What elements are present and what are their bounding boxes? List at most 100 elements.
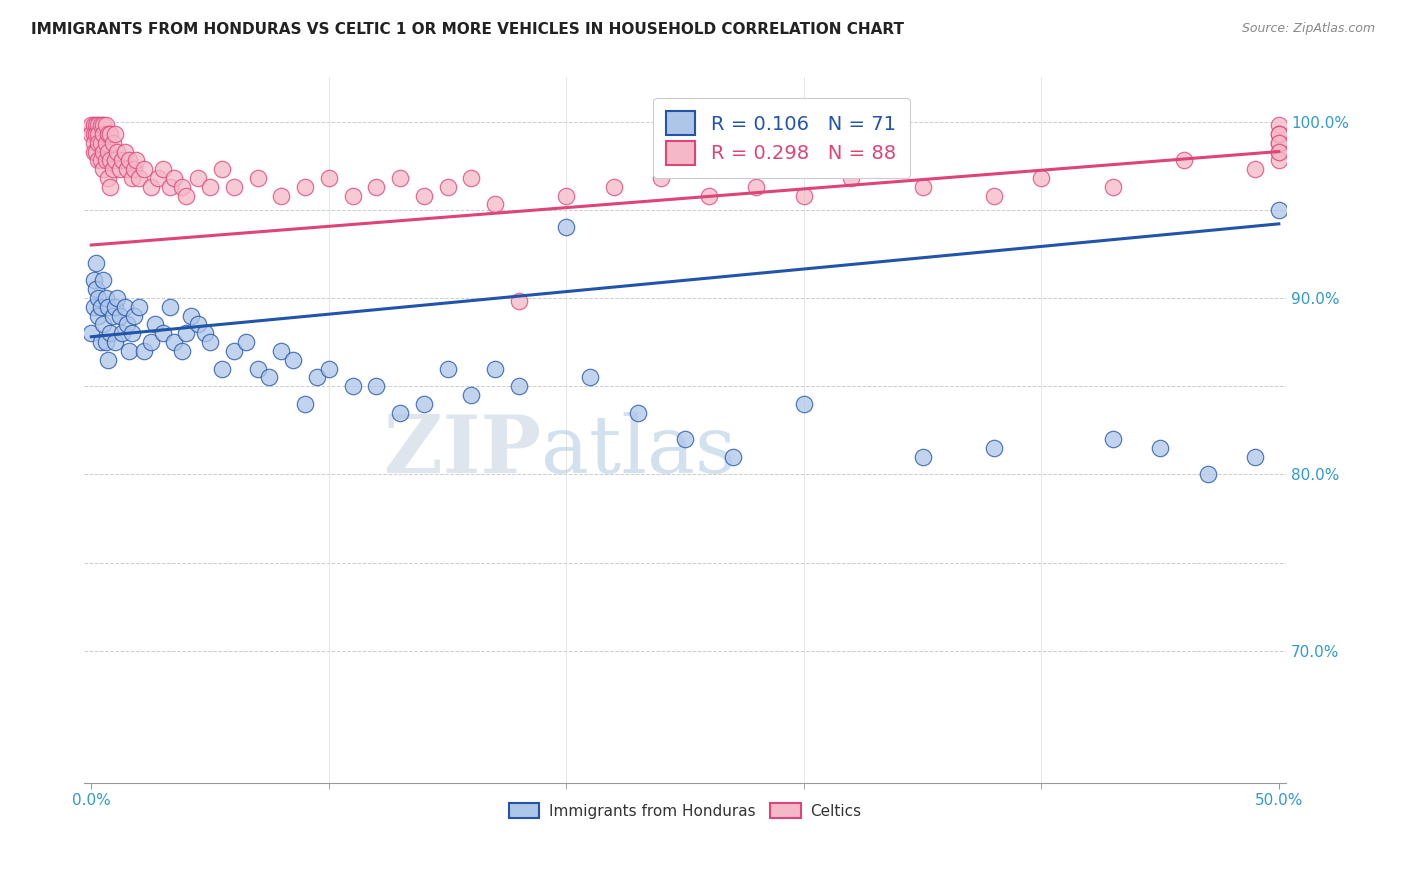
Point (1101, 432, 1123, 446)
Point (98, 326, 121, 341)
Point (721, 450, 744, 464)
Point (98, 127, 121, 141)
Point (145, 318, 167, 332)
Point (107, 291, 129, 305)
Point (87, 291, 110, 305)
Point (104, 334, 127, 349)
Point (87, 136, 110, 150)
Point (318, 361, 340, 376)
Point (139, 334, 162, 349)
Point (1268, 202, 1291, 217)
Point (174, 188, 197, 202)
Point (1244, 162, 1267, 177)
Point (97, 171, 120, 186)
Point (436, 179, 458, 194)
Point (270, 343, 292, 358)
Point (91, 118, 114, 132)
Point (555, 220, 578, 235)
Point (1173, 153, 1195, 168)
Point (94, 136, 117, 150)
Point (246, 361, 269, 376)
Point (101, 136, 124, 150)
Point (80, 118, 103, 132)
Point (91, 145, 114, 159)
Point (1268, 153, 1291, 168)
Point (118, 153, 141, 168)
Point (122, 162, 145, 177)
Point (484, 361, 506, 376)
Point (1268, 127, 1291, 141)
Point (101, 309, 124, 323)
Point (1031, 171, 1053, 186)
Point (187, 318, 209, 332)
Point (90, 118, 112, 132)
Point (793, 397, 815, 411)
Point (87, 118, 110, 132)
Point (170, 343, 193, 358)
Point (745, 179, 768, 194)
Point (104, 300, 127, 314)
Point (1149, 441, 1171, 455)
Point (104, 153, 127, 168)
Point (97, 145, 120, 159)
Point (911, 179, 934, 194)
Point (198, 179, 221, 194)
Point (87, 153, 110, 168)
Point (839, 171, 862, 186)
Point (673, 432, 696, 446)
Point (94, 153, 117, 168)
Point (342, 379, 364, 393)
Point (222, 179, 245, 194)
Point (283, 352, 305, 367)
Point (128, 300, 150, 314)
Point (152, 162, 174, 177)
Point (579, 370, 602, 384)
Point (412, 397, 434, 411)
Point (90, 334, 112, 349)
Point (911, 450, 934, 464)
Point (194, 326, 217, 341)
Point (650, 171, 672, 186)
Point (318, 171, 340, 186)
Point (128, 171, 150, 186)
Point (294, 397, 316, 411)
Point (389, 406, 412, 420)
Point (94, 118, 117, 132)
Point (174, 326, 197, 341)
Point (412, 188, 434, 202)
Point (125, 153, 148, 168)
Point (90, 300, 112, 314)
Point (235, 334, 257, 349)
Point (84, 282, 107, 296)
Point (983, 441, 1005, 455)
Text: Source: ZipAtlas.com: Source: ZipAtlas.com (1241, 22, 1375, 36)
Point (111, 326, 134, 341)
Point (80, 127, 103, 141)
Point (97, 300, 120, 314)
Point (211, 361, 233, 376)
Point (97, 352, 120, 367)
Point (84, 255, 107, 269)
Point (121, 171, 143, 186)
Point (132, 162, 155, 177)
Point (111, 153, 134, 168)
Point (83, 118, 105, 132)
Point (97, 127, 120, 141)
Point (460, 388, 482, 402)
Point (91, 318, 114, 332)
Point (90, 153, 112, 168)
Legend: Immigrants from Honduras, Celtics: Immigrants from Honduras, Celtics (503, 797, 868, 825)
Point (91, 162, 114, 177)
Point (1101, 179, 1123, 194)
Point (122, 309, 145, 323)
Point (163, 334, 186, 349)
Point (508, 379, 530, 393)
Point (198, 334, 221, 349)
Point (436, 361, 458, 376)
Point (84, 145, 107, 159)
Point (294, 179, 316, 194)
Point (246, 171, 269, 186)
Point (118, 343, 141, 358)
Point (159, 179, 181, 194)
Point (1268, 145, 1291, 159)
